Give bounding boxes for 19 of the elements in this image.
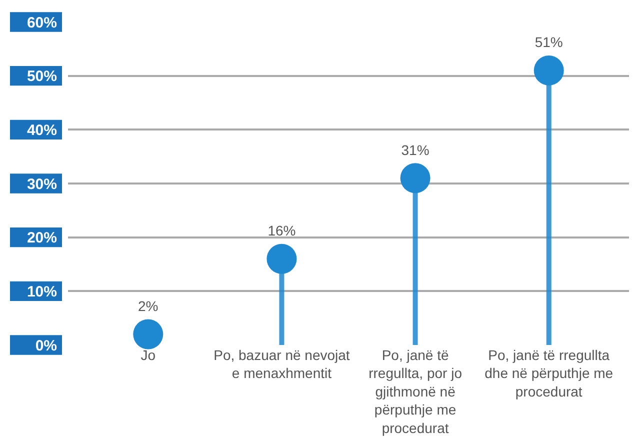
x-tick-label: Po, janë të rregullta, por jo gjithmonë në përputhje me procedurat [368,347,462,436]
point [534,55,564,86]
x-tick-label: Jo [140,347,156,363]
x-tick-label: Po, janë të rregullta dhe në përputhje me procedurat [484,347,614,400]
y-tick-label: 20% [26,230,57,247]
y-tick-label: 60% [26,14,57,32]
y-tick-label: 10% [26,283,57,300]
data-label: 16% [268,222,296,239]
y-tick-label: 50% [26,68,57,86]
data-label: 2% [138,298,158,314]
data-label: 51% [534,34,563,50]
y-tick-label: 30% [26,176,57,193]
x-tick-label: Po, bazuar në nevojat e menaxhmentit [214,347,350,382]
y-tick-label: 40% [26,122,57,139]
y-tick-label: 0% [35,337,57,354]
point [400,163,430,194]
point [133,319,164,350]
point [266,244,297,274]
data-label: 31% [401,142,430,158]
